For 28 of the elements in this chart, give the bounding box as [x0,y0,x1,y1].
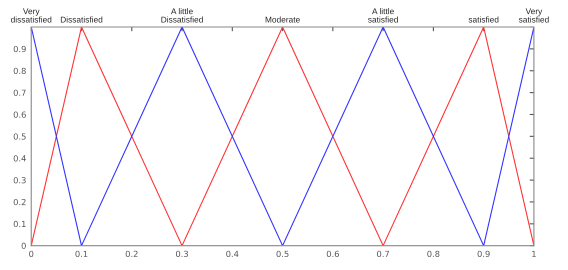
y-tick-label: 0.8 [14,68,26,74]
annotation: A little satisfied [368,8,398,23]
annotation: satisfied [468,16,498,23]
annotation: A little Dissatisfied [161,8,203,23]
y-tick-label: 0.9 [14,46,26,52]
y-tick-label: 0 [22,242,26,249]
x-tick-label: 0.7 [377,250,390,258]
y-tick-label: 0.7 [14,90,26,96]
annotation: Dissatisfied [60,16,102,23]
y-tick-label: 0.1 [14,220,26,228]
annotation: Very dissatisfied [10,8,52,23]
y-tick-label: 0.6 [14,111,26,118]
x-tick-label: 0.6 [326,250,339,258]
x-tick-label: 0.2 [126,250,138,258]
x-tick-label: 0.5 [276,250,288,258]
annotation: Moderate [266,16,300,23]
x-tick-label: 0.3 [176,250,188,258]
y-tick-label: 0.5 [14,133,26,140]
x-tick-label: 1 [532,250,536,257]
y-tick-label: 0.4 [14,155,26,162]
x-tick-label: 0.9 [478,250,490,258]
y-tick-label: 0.2 [14,198,26,206]
annotation: Very satisfied [518,8,549,23]
x-tick-label: 0.1 [75,250,88,258]
x-tick-label: 0 [29,250,34,258]
x-tick-label: 0.8 [427,250,440,258]
x-tick-label: 0.4 [226,250,238,258]
y-tick-label: 0.3 [14,177,26,184]
